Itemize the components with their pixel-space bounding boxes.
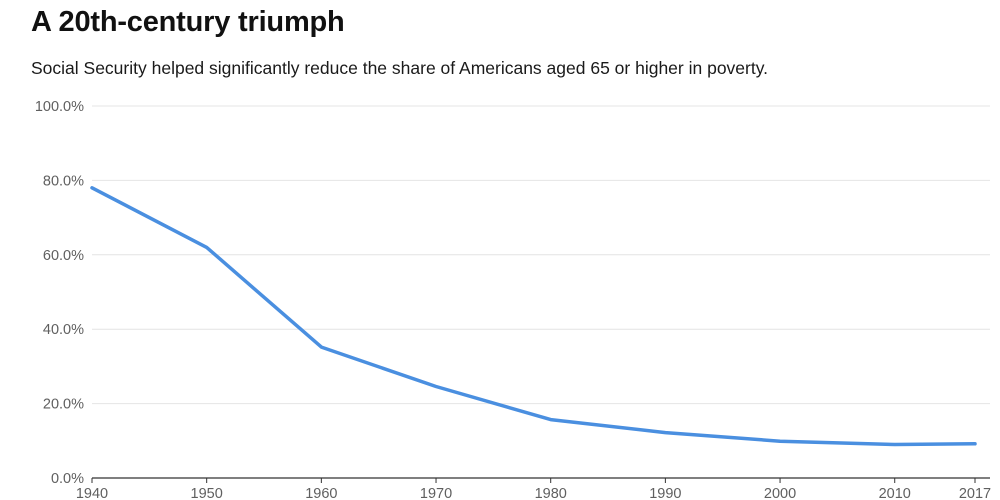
y-tick-label: 60.0%: [43, 248, 84, 264]
x-tick-label: 1960: [305, 486, 337, 500]
x-tick-label: 2010: [879, 486, 911, 500]
x-tick-label: 1990: [649, 486, 681, 500]
x-tick-label: 1980: [535, 486, 567, 500]
chart-title: A 20th-century triumph: [31, 6, 345, 38]
series: [90, 186, 977, 447]
x-tick-label: 2000: [764, 486, 796, 500]
x-tick-label: 2017: [959, 486, 991, 500]
axes: [91, 477, 990, 483]
y-tick-label: 0.0%: [51, 471, 84, 487]
y-tick-label: 20.0%: [43, 397, 84, 413]
series-line: [90, 186, 977, 447]
y-tick-label: 80.0%: [43, 173, 84, 189]
y-tick-label: 100.0%: [35, 99, 84, 115]
gridlines: [92, 105, 990, 405]
x-tick-label: 1950: [191, 486, 223, 500]
tick-labels: 0.0% 20.0% 40.0% 60.0% 80.0% 100.0% 1940 1950 19…: [35, 99, 991, 500]
x-tick-label: 1940: [76, 486, 108, 500]
x-tick-label: 1970: [420, 486, 452, 500]
y-tick-label: 40.0%: [43, 322, 84, 338]
chart-subtitle: Social Security helped significantly red…: [31, 58, 769, 78]
